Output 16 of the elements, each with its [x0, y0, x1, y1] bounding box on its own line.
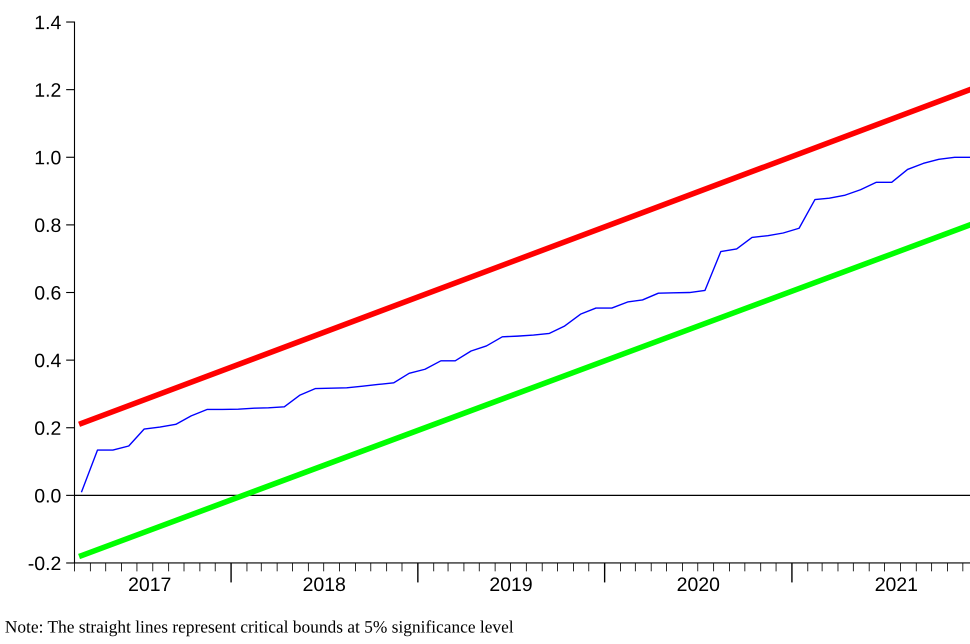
- y-tick-label: 1.4: [36, 16, 61, 30]
- y-tick-label: 0.0: [35, 488, 61, 503]
- text: Note: The straight lines represent critical bounds at 5% significance level: [5, 620, 514, 636]
- line-series: [80, 156, 970, 492]
- x-tick-label: 2021: [876, 577, 917, 592]
- y-tick-label: 1.2: [36, 83, 60, 97]
- y-tick-label: 0.2: [35, 421, 60, 435]
- y-tick-label: -0.2: [28, 556, 60, 570]
- x-tick-label: 2019: [490, 577, 532, 592]
- y-tick-label: 0.4: [35, 354, 61, 368]
- x-tick-label: 2017: [129, 577, 170, 592]
- y-tick-label: 0.8: [35, 218, 60, 232]
- x-tick-label: 2020: [678, 577, 720, 592]
- y-tick-label: 0.6: [35, 286, 60, 300]
- y-tick-label: 1.0: [36, 150, 61, 164]
- x-tick-label: 2018: [304, 577, 345, 592]
